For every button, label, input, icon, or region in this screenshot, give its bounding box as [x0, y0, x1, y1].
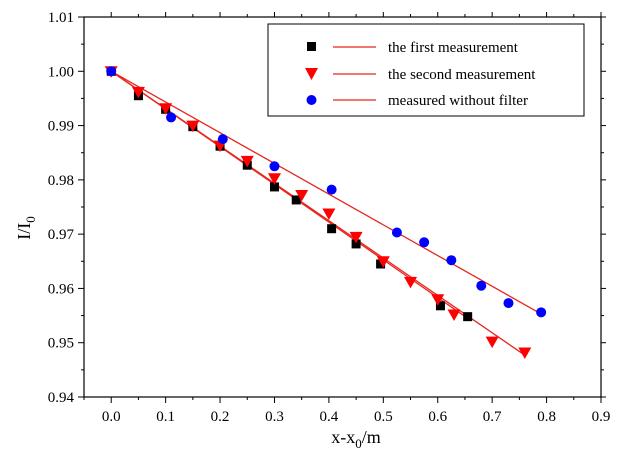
legend-marker-circle: [306, 95, 317, 105]
data-point-triangle: [485, 336, 499, 349]
data-point-circle: [503, 298, 514, 309]
data-markers: [104, 66, 547, 359]
data-point-circle: [269, 161, 280, 172]
legend: the first measurement the second measure…: [267, 23, 585, 117]
legend-marker-triangle: [305, 68, 318, 80]
data-point-circle: [536, 307, 547, 318]
data-point-triangle: [349, 231, 363, 244]
y-axis-ticks: 0.94 0.95 0.96 0.97 0.98 0.99 1.00 1.01: [48, 10, 606, 406]
y-tick-label: 0.94: [48, 390, 75, 406]
fit-line-series-2: [110, 70, 526, 356]
y-tick-label: 0.98: [48, 173, 74, 189]
data-point-circle: [476, 280, 487, 291]
data-point-circle: [446, 255, 457, 266]
data-point-circle: [391, 227, 402, 238]
data-point-square: [351, 239, 361, 249]
legend-entry-without-filter: measured without filter: [306, 93, 528, 109]
legend-entry-first: the first measurement: [307, 40, 519, 56]
y-tick-label: 0.99: [48, 119, 74, 135]
data-point-circle: [419, 237, 430, 248]
data-point-triangle: [186, 120, 200, 133]
legend-label-second: the second measurement: [388, 67, 536, 83]
data-point-square: [376, 259, 386, 269]
data-point-triangle: [159, 103, 173, 115]
data-point-circle: [217, 134, 228, 145]
y-tick-label: 1.00: [48, 64, 74, 80]
x-axis-label: x-x0/m: [331, 427, 381, 451]
data-point-triangle: [295, 190, 309, 202]
data-point-circle: [106, 66, 117, 77]
x-tick-label: 0.6: [428, 409, 447, 425]
y-tick-label: 0.95: [48, 336, 74, 352]
legend-entry-second: the second measurement: [305, 67, 536, 83]
legend-label-without-filter: measured without filter: [388, 93, 528, 109]
x-tick-label: 0.2: [211, 409, 230, 425]
x-tick-label: 0.0: [102, 409, 121, 425]
data-point-triangle: [240, 155, 254, 168]
data-point-triangle: [518, 347, 532, 359]
data-point-circle: [326, 184, 337, 195]
data-point-triangle: [404, 276, 418, 289]
x-tick-label: 0.1: [156, 409, 175, 425]
data-point-triangle: [376, 256, 390, 268]
data-point-square: [435, 301, 445, 311]
data-point-triangle: [447, 309, 461, 321]
x-tick-label: 0.5: [374, 409, 393, 425]
x-tick-label: 0.8: [537, 409, 556, 425]
x-tick-label: 0.4: [320, 409, 339, 425]
data-point-square: [327, 224, 337, 234]
data-point-circle: [166, 112, 177, 123]
data-point-triangle: [322, 208, 336, 221]
fit-line-series-3: [110, 70, 542, 315]
x-tick-label: 0.9: [592, 409, 611, 425]
legend-marker-square: [307, 42, 316, 51]
data-point-triangle: [131, 86, 145, 99]
y-tick-label: 1.01: [48, 10, 74, 26]
y-tick-label: 0.96: [48, 281, 75, 297]
data-point-triangle: [267, 173, 281, 185]
y-tick-label: 0.97: [48, 227, 75, 243]
data-point-square: [269, 182, 279, 192]
data-point-square: [291, 195, 301, 205]
x-tick-label: 0.3: [265, 409, 284, 425]
x-axis-ticks: 0.0 0.1 0.2 0.3 0.4 0.5 0.6 0.7 0.8 0.9: [83, 12, 611, 425]
data-point-triangle: [431, 294, 445, 306]
legend-box: [267, 23, 585, 117]
data-point-square: [463, 312, 473, 322]
x-tick-label: 0.7: [483, 409, 502, 425]
y-axis-label: I/I0: [14, 216, 38, 240]
legend-label-first: the first measurement: [388, 40, 519, 56]
